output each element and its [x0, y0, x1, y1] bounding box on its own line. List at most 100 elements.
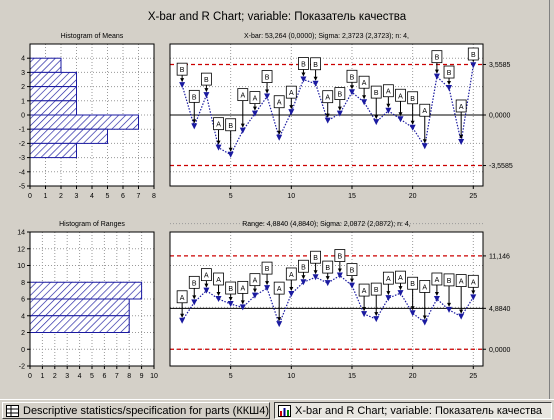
chart-title: Histogram of Means [61, 33, 124, 40]
taskbar-button-xbar-chart[interactable]: X-bar and R Chart; variable: Показатель … [274, 402, 552, 419]
data-point [239, 304, 246, 311]
annotation-arrowhead [289, 105, 294, 110]
annotation-label: A [422, 284, 427, 291]
taskbar-button-descriptive-stats[interactable]: Descriptive statistics/specification for… [2, 402, 270, 419]
annotation-label: A [386, 89, 391, 96]
annotation-label: A [422, 108, 427, 115]
annotation-arrowhead [374, 312, 379, 317]
x-tick-label: 4 [90, 193, 94, 200]
x-tick-label: 1 [44, 193, 48, 200]
annotation-arrowhead [410, 306, 415, 311]
chart-window-title: X-bar and R Chart; variable: Показатель … [148, 11, 407, 23]
data-point [203, 287, 210, 294]
annotation-box [370, 85, 382, 99]
annotation-label: A [204, 273, 209, 280]
data-point [239, 127, 246, 134]
chart-title: X-bar: 53,264 (0,0000); Sigma: 2,3723 (2… [244, 33, 409, 40]
data-point [470, 62, 477, 69]
annotation-box [431, 272, 443, 286]
data-point [361, 311, 368, 318]
data-point [348, 89, 355, 96]
data-point [458, 313, 465, 320]
annotation-label: A [398, 275, 403, 282]
annotation-label: B [313, 62, 318, 69]
annotation-arrowhead [240, 300, 245, 305]
annotation-box [346, 69, 358, 83]
x-tick-label: 25 [469, 193, 477, 200]
window-edge [549, 0, 554, 399]
x-tick-label: 20 [409, 193, 417, 200]
annotation-arrowhead [422, 139, 427, 144]
data-point [361, 99, 368, 106]
data-point [446, 85, 453, 92]
annotation-box [188, 89, 200, 103]
annotation-box [382, 84, 394, 98]
annotation-label: A [362, 288, 367, 295]
lcl-label: -3,5585 [489, 163, 513, 170]
annotation-box [334, 87, 346, 100]
annotation-label: A [289, 272, 294, 279]
x-tick-label: 2 [59, 193, 63, 200]
annotation-label: B [325, 265, 330, 272]
histogram-bar [29, 142, 77, 159]
annotation-box [443, 65, 455, 79]
annotation-label: B [265, 75, 270, 82]
histogram-bar [29, 100, 77, 116]
annotation-box [455, 99, 467, 113]
x-tick-label: 5 [229, 193, 233, 200]
x-tick-label: 2 [53, 373, 57, 380]
center-label: 4,8840 [489, 306, 511, 313]
annotation-box [443, 273, 455, 287]
data-point [191, 123, 198, 130]
chart-title: Histogram of Ranges [59, 221, 125, 228]
y-tick-label: -5 [19, 184, 25, 191]
annotation-arrowhead [447, 302, 452, 307]
annotation-box [261, 261, 273, 275]
y-tick-label: -2 [19, 141, 25, 148]
annotation-arrowhead [289, 286, 294, 291]
annotation-arrowhead [204, 88, 209, 93]
y-tick-label: 0 [21, 347, 25, 354]
annotation-box [225, 118, 237, 132]
annotation-box [273, 281, 285, 295]
annotation-box [176, 290, 188, 304]
annotation-arrowhead [459, 134, 464, 139]
annotation-arrowhead [374, 115, 379, 120]
data-point [251, 110, 258, 117]
ucl-label: 11,146 [489, 253, 510, 260]
x-tick-label: 6 [102, 373, 106, 380]
annotation-box [261, 70, 273, 83]
annotation-arrowhead [228, 297, 233, 302]
data-point [397, 290, 404, 297]
data-point [446, 306, 453, 313]
data-point [433, 73, 440, 80]
annotation-label: B [228, 123, 233, 130]
annotation-arrowhead [192, 295, 197, 300]
histogram-bar [29, 57, 62, 73]
annotation-arrowhead [362, 95, 367, 100]
annotation-label: B [350, 268, 355, 275]
annotation-arrowhead [386, 103, 391, 108]
data-point [385, 107, 392, 114]
x-tick-label: 5 [106, 193, 110, 200]
y-tick-label: -1 [19, 127, 25, 134]
annotation-label: A [277, 100, 282, 107]
lcl-label: 0,0000 [489, 347, 511, 354]
annotation-label: B [350, 74, 355, 81]
annotation-label: B [447, 278, 452, 285]
annotation-box [407, 276, 419, 290]
x-tick-label: 3 [75, 193, 79, 200]
y-tick-label: -4 [19, 169, 25, 176]
data-point [324, 117, 331, 124]
annotation-label: B [374, 287, 379, 294]
annotation-label: A [216, 122, 221, 129]
taskbar-label: X-bar and R Chart; variable: Показатель … [295, 404, 543, 417]
histogram-0: 0 1 2 3 4 5 6 7 8 4 3 2 1 0 -1 -2 -3 -4 -5 Histogram of Mea… [19, 33, 156, 200]
annotation-label: B [471, 52, 476, 59]
histogram-bar [29, 298, 130, 317]
annotation-label: A [240, 93, 245, 100]
histogram-bar [29, 86, 77, 102]
annotation-label: B [374, 90, 379, 97]
